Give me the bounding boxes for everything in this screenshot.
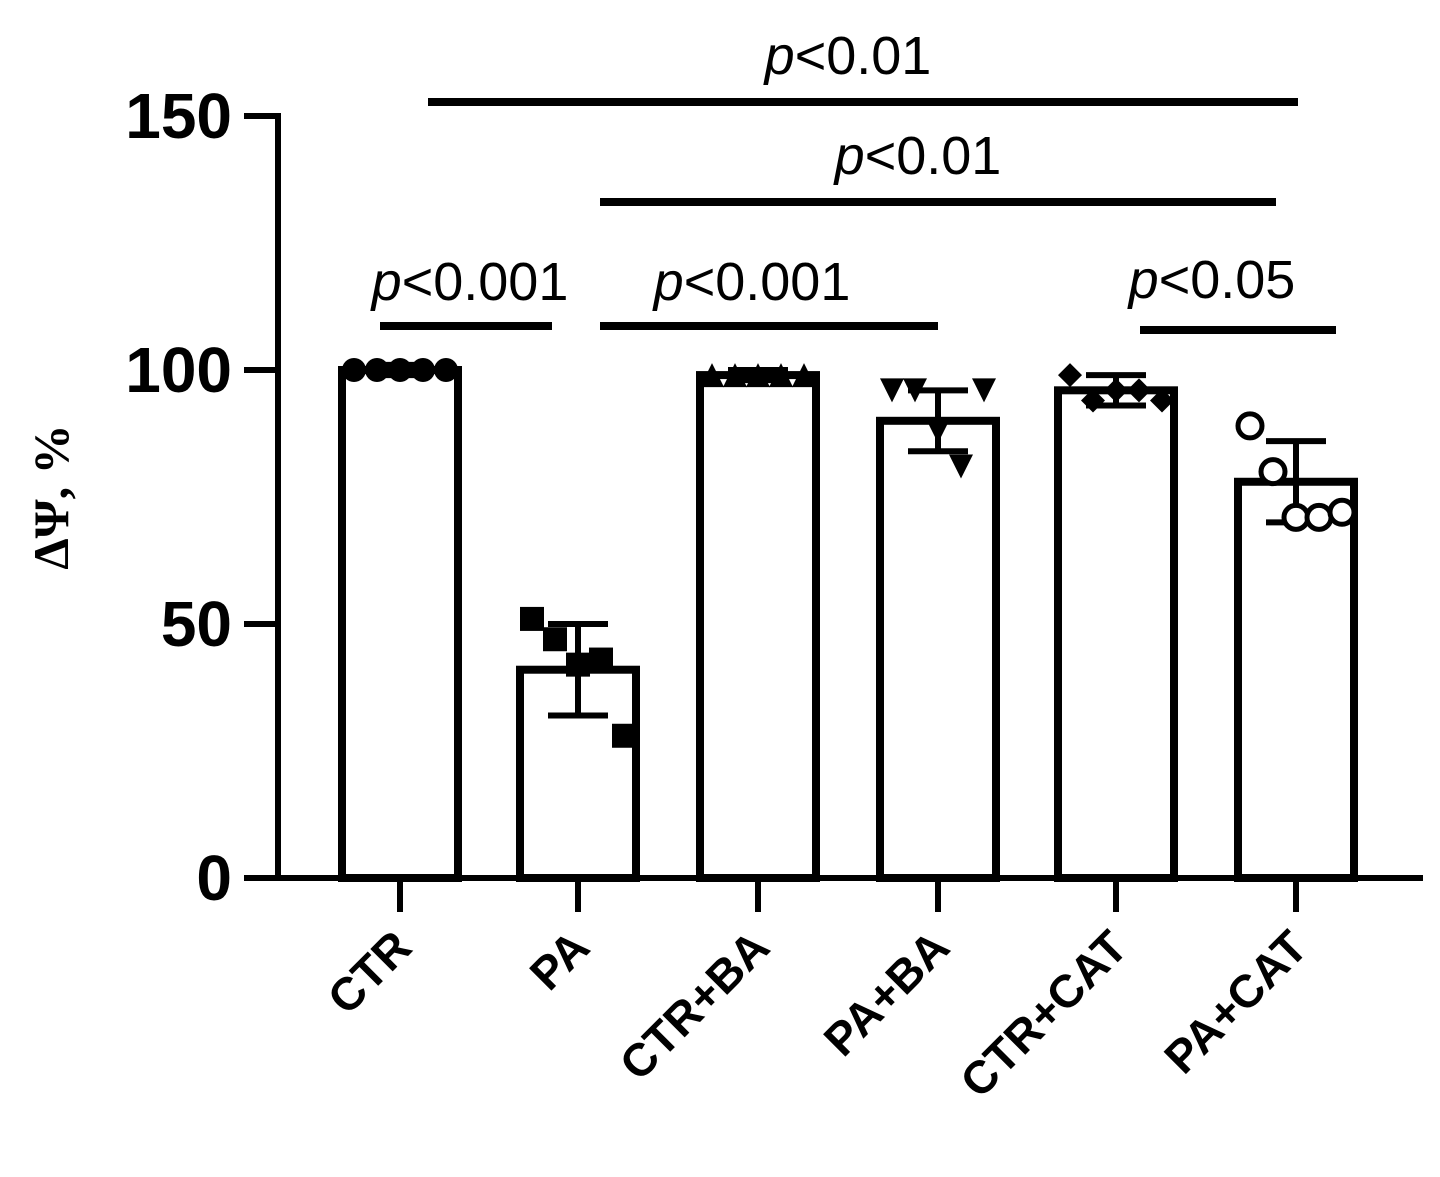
bar	[1234, 477, 1358, 882]
data-point	[949, 454, 973, 479]
data-point	[1281, 502, 1311, 532]
bars-layer	[338, 366, 1358, 882]
x-tick-label: PA	[520, 920, 600, 1000]
significance-label: p<0.01	[833, 126, 1002, 186]
data-point	[411, 358, 435, 382]
y-axis-label: ΔΨ, %	[23, 424, 79, 569]
data-point	[543, 627, 567, 652]
data-point	[1327, 497, 1357, 527]
x-tick-label: PA+CAT	[1154, 920, 1317, 1083]
significance-label: p<0.001	[370, 252, 569, 312]
data-point	[589, 647, 613, 672]
data-point	[342, 358, 366, 382]
bar	[696, 371, 820, 882]
data-point	[700, 363, 724, 388]
x-tick-label: CTR+CAT	[950, 920, 1137, 1107]
data-point	[1104, 378, 1128, 403]
significance-label: p<0.01	[763, 26, 932, 86]
bar	[1054, 386, 1178, 882]
axes-layer	[275, 113, 1423, 881]
data-point	[1058, 363, 1082, 388]
data-point	[612, 723, 636, 748]
data-point	[520, 606, 544, 631]
data-point	[1127, 378, 1151, 403]
data-point	[792, 363, 816, 388]
x-tick-label: PA+BA	[814, 920, 960, 1066]
data-point	[1304, 502, 1334, 532]
significance-label: p<0.001	[652, 252, 851, 312]
y-ticks-layer: 0 50 100 150	[125, 80, 278, 914]
data-point	[746, 363, 770, 388]
data-point	[434, 358, 458, 382]
bar	[338, 366, 462, 882]
data-point	[1258, 457, 1288, 487]
data-point	[880, 378, 904, 403]
y-tick-label: 100	[125, 334, 232, 406]
significance-layer: p<0.01 p<0.01 p<0.001 p<0.001 p<0.05	[370, 26, 1336, 334]
data-point	[388, 358, 412, 382]
data-point	[903, 378, 927, 403]
data-point	[1235, 411, 1265, 441]
data-point	[972, 378, 996, 403]
error-bars-layer	[370, 361, 1326, 719]
data-point	[1150, 388, 1174, 413]
data-point	[365, 358, 389, 382]
data-point	[926, 418, 950, 443]
data-point	[566, 652, 590, 677]
y-tick-label: 50	[161, 588, 232, 660]
data-point	[723, 363, 747, 388]
x-tick-label: CTR	[317, 920, 421, 1024]
y-tick-label: 150	[125, 80, 232, 152]
points-layer	[342, 358, 1357, 748]
x-tick-label: CTR+BA	[609, 920, 779, 1090]
bar	[876, 416, 1000, 882]
data-point	[1081, 388, 1105, 413]
significance-label: p<0.05	[1127, 250, 1296, 310]
y-tick-label: 0	[196, 842, 232, 914]
data-point	[769, 363, 793, 388]
